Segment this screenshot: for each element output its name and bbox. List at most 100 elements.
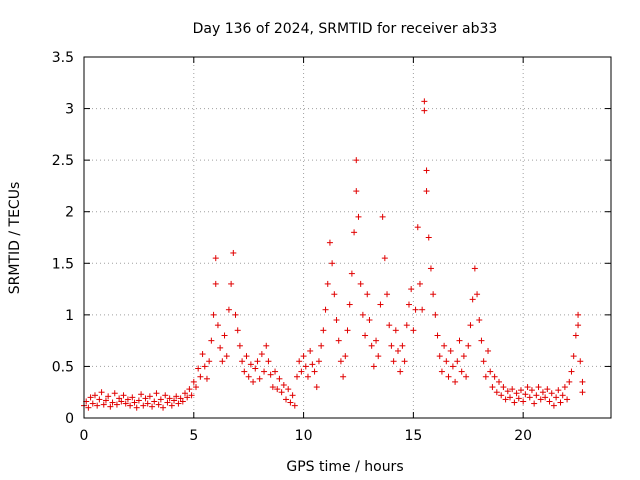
x-tick-label: 10 (295, 428, 313, 444)
data-point (416, 280, 423, 287)
data-point (346, 301, 353, 308)
data-point (414, 224, 421, 231)
plot-frame (83, 56, 612, 419)
data-point (513, 390, 520, 397)
data-point (140, 402, 147, 409)
data-point (561, 384, 568, 391)
data-point (192, 384, 199, 391)
data-point (441, 342, 448, 349)
data-point (357, 280, 364, 287)
data-point (116, 395, 123, 402)
data-point (370, 363, 377, 370)
data-point (272, 368, 279, 375)
data-point (564, 396, 571, 403)
data-point (177, 395, 184, 402)
data-point (555, 387, 562, 394)
data-point (168, 402, 175, 409)
data-point (467, 322, 474, 329)
data-point (278, 389, 285, 396)
data-point (528, 387, 535, 394)
data-point (144, 400, 151, 407)
data-point (445, 373, 452, 380)
data-point (449, 363, 456, 370)
data-point (318, 342, 325, 349)
data-point (340, 373, 347, 380)
x-tick-label: 20 (514, 428, 532, 444)
y-axis-label: SRMTID / TECUs (7, 182, 23, 295)
data-point (331, 291, 338, 298)
data-point (118, 398, 125, 405)
data-point (179, 398, 186, 405)
data-point (399, 342, 406, 349)
data-point (489, 384, 496, 391)
data-point (575, 322, 582, 329)
data-point (423, 188, 430, 195)
data-point (274, 386, 281, 393)
data-point (506, 394, 513, 401)
data-point (186, 386, 193, 393)
data-point (377, 301, 384, 308)
data-point (344, 327, 351, 334)
data-point (550, 402, 557, 409)
data-point (482, 373, 489, 380)
data-point (289, 392, 296, 399)
y-tick-label: 2 (65, 205, 74, 221)
data-point (434, 332, 441, 339)
data-point (522, 391, 529, 398)
data-point (568, 368, 575, 375)
data-point (572, 332, 579, 339)
data-point (320, 327, 327, 334)
data-point (232, 311, 239, 318)
data-point (287, 399, 294, 406)
data-point (184, 394, 191, 401)
data-point (173, 393, 180, 400)
data-point (410, 327, 417, 334)
data-point (432, 311, 439, 318)
data-point (228, 280, 235, 287)
data-point (362, 332, 369, 339)
data-point (408, 286, 415, 293)
data-point (94, 402, 101, 409)
data-point (390, 358, 397, 365)
data-point (384, 291, 391, 298)
data-point (456, 337, 463, 344)
data-point (166, 395, 173, 402)
data-point (364, 291, 371, 298)
data-point (443, 358, 450, 365)
data-point (263, 342, 270, 349)
data-point (575, 311, 582, 318)
data-point (206, 358, 213, 365)
data-point (491, 373, 498, 380)
data-point (535, 384, 542, 391)
data-point (283, 396, 290, 403)
data-point (403, 322, 410, 329)
data-point (526, 394, 533, 401)
data-point (566, 378, 573, 385)
data-point (333, 317, 340, 324)
data-point (100, 401, 107, 408)
data-point (293, 373, 300, 380)
data-point (124, 396, 131, 403)
data-point (368, 342, 375, 349)
data-point (153, 390, 160, 397)
data-point (105, 393, 112, 400)
data-point (256, 375, 263, 382)
data-point (225, 306, 232, 313)
data-point (245, 373, 252, 380)
data-point (304, 373, 311, 380)
data-point (533, 392, 540, 399)
data-point (577, 358, 584, 365)
data-point (236, 342, 243, 349)
data-point (96, 396, 103, 403)
data-point (265, 358, 272, 365)
data-point (425, 234, 432, 241)
data-point (469, 296, 476, 303)
data-point (164, 399, 171, 406)
data-point (504, 388, 511, 395)
data-point (579, 389, 586, 396)
tick-layer (83, 56, 611, 419)
data-point (337, 358, 344, 365)
data-point (326, 239, 333, 246)
data-point (542, 394, 549, 401)
